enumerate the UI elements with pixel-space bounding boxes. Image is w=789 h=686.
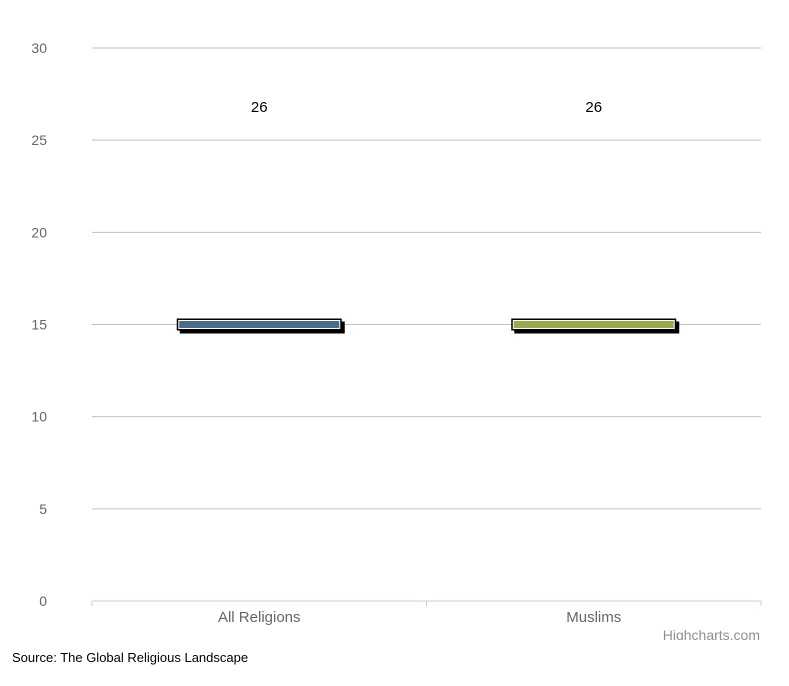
x-tick-label-0: All Religions (218, 609, 301, 626)
source-prefix: Source: (12, 650, 61, 665)
data-labels: 26 26 (251, 99, 602, 116)
bar-1 (511, 318, 680, 334)
x-axis: All Religions Muslims (91, 600, 762, 626)
x-tick-label-1: Muslims (566, 609, 621, 626)
y-tick-label-30: 30 (31, 40, 47, 56)
source-line: Source: The Global Religious Landscape (12, 650, 248, 665)
bar-series (176, 318, 680, 334)
y-tick-label-5: 5 (39, 501, 47, 517)
bar-0 (176, 318, 345, 334)
data-label-0: 26 (251, 99, 268, 116)
bar-fill-0 (178, 320, 341, 329)
y-tick-label-15: 15 (31, 317, 47, 333)
bar-fill-1 (512, 320, 675, 329)
data-label-1: 26 (585, 99, 602, 116)
y-tick-label-10: 10 (31, 409, 47, 425)
y-tick-label-20: 20 (31, 224, 47, 240)
y-tick-label-25: 25 (31, 132, 47, 148)
source-name: The Global Religious Landscape (60, 650, 249, 665)
y-tick-label-0: 0 (39, 593, 47, 609)
chart-svg: 0 5 10 15 20 25 30 All Religions Muslims 26 26 H… (31, 40, 762, 643)
grid-lines (92, 47, 761, 510)
y-axis-tick-labels: 0 5 10 15 20 25 30 (31, 40, 47, 609)
credits-link[interactable]: Highcharts.com (663, 627, 760, 643)
